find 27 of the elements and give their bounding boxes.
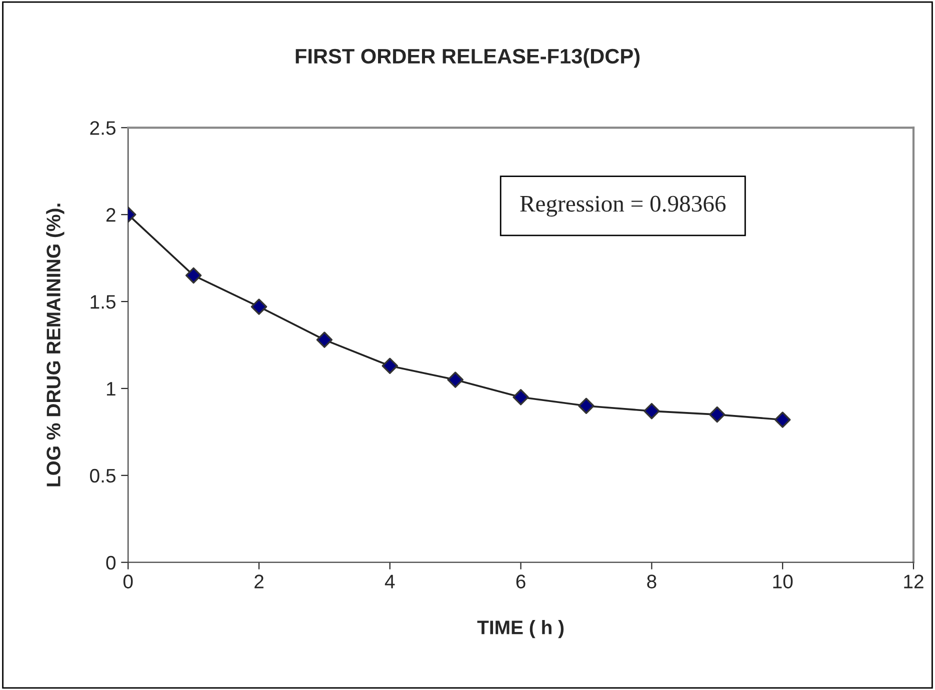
- x-tick-label: 2: [254, 574, 264, 588]
- point: [644, 402, 660, 420]
- y-axis-title: LOG % DRUG REMAINING (%).: [46, 204, 64, 486]
- point: [447, 372, 464, 388]
- x-tick-label: 4: [384, 574, 395, 588]
- x-axis-title: TIME ( h ): [477, 620, 564, 638]
- point: [185, 267, 202, 284]
- y-tick-label: 2.5: [90, 121, 116, 135]
- point: [774, 412, 791, 428]
- x-tick-label: 12: [904, 574, 924, 588]
- point: [382, 358, 398, 374]
- point: [709, 406, 726, 423]
- y-tick-label: 2: [106, 208, 116, 222]
- y-tick-label: 0.5: [90, 468, 116, 483]
- point: [250, 298, 268, 315]
- y-tick-label: 1.5: [90, 295, 116, 309]
- x-tick-label: 8: [647, 574, 656, 588]
- point: [512, 389, 529, 406]
- point: [316, 332, 333, 348]
- x-tick-label: 10: [773, 574, 793, 588]
- annotation: Regression = 0.98366: [520, 196, 726, 217]
- y-tick-label: 1: [106, 382, 116, 396]
- x-tick-label: 6: [516, 574, 526, 588]
- y-tick-label: 0: [106, 556, 116, 570]
- chart-title: FIRST ORDER RELEASE-F13(DCP): [296, 48, 640, 68]
- x-tick-label: 0: [123, 574, 133, 588]
- point: [578, 398, 594, 414]
